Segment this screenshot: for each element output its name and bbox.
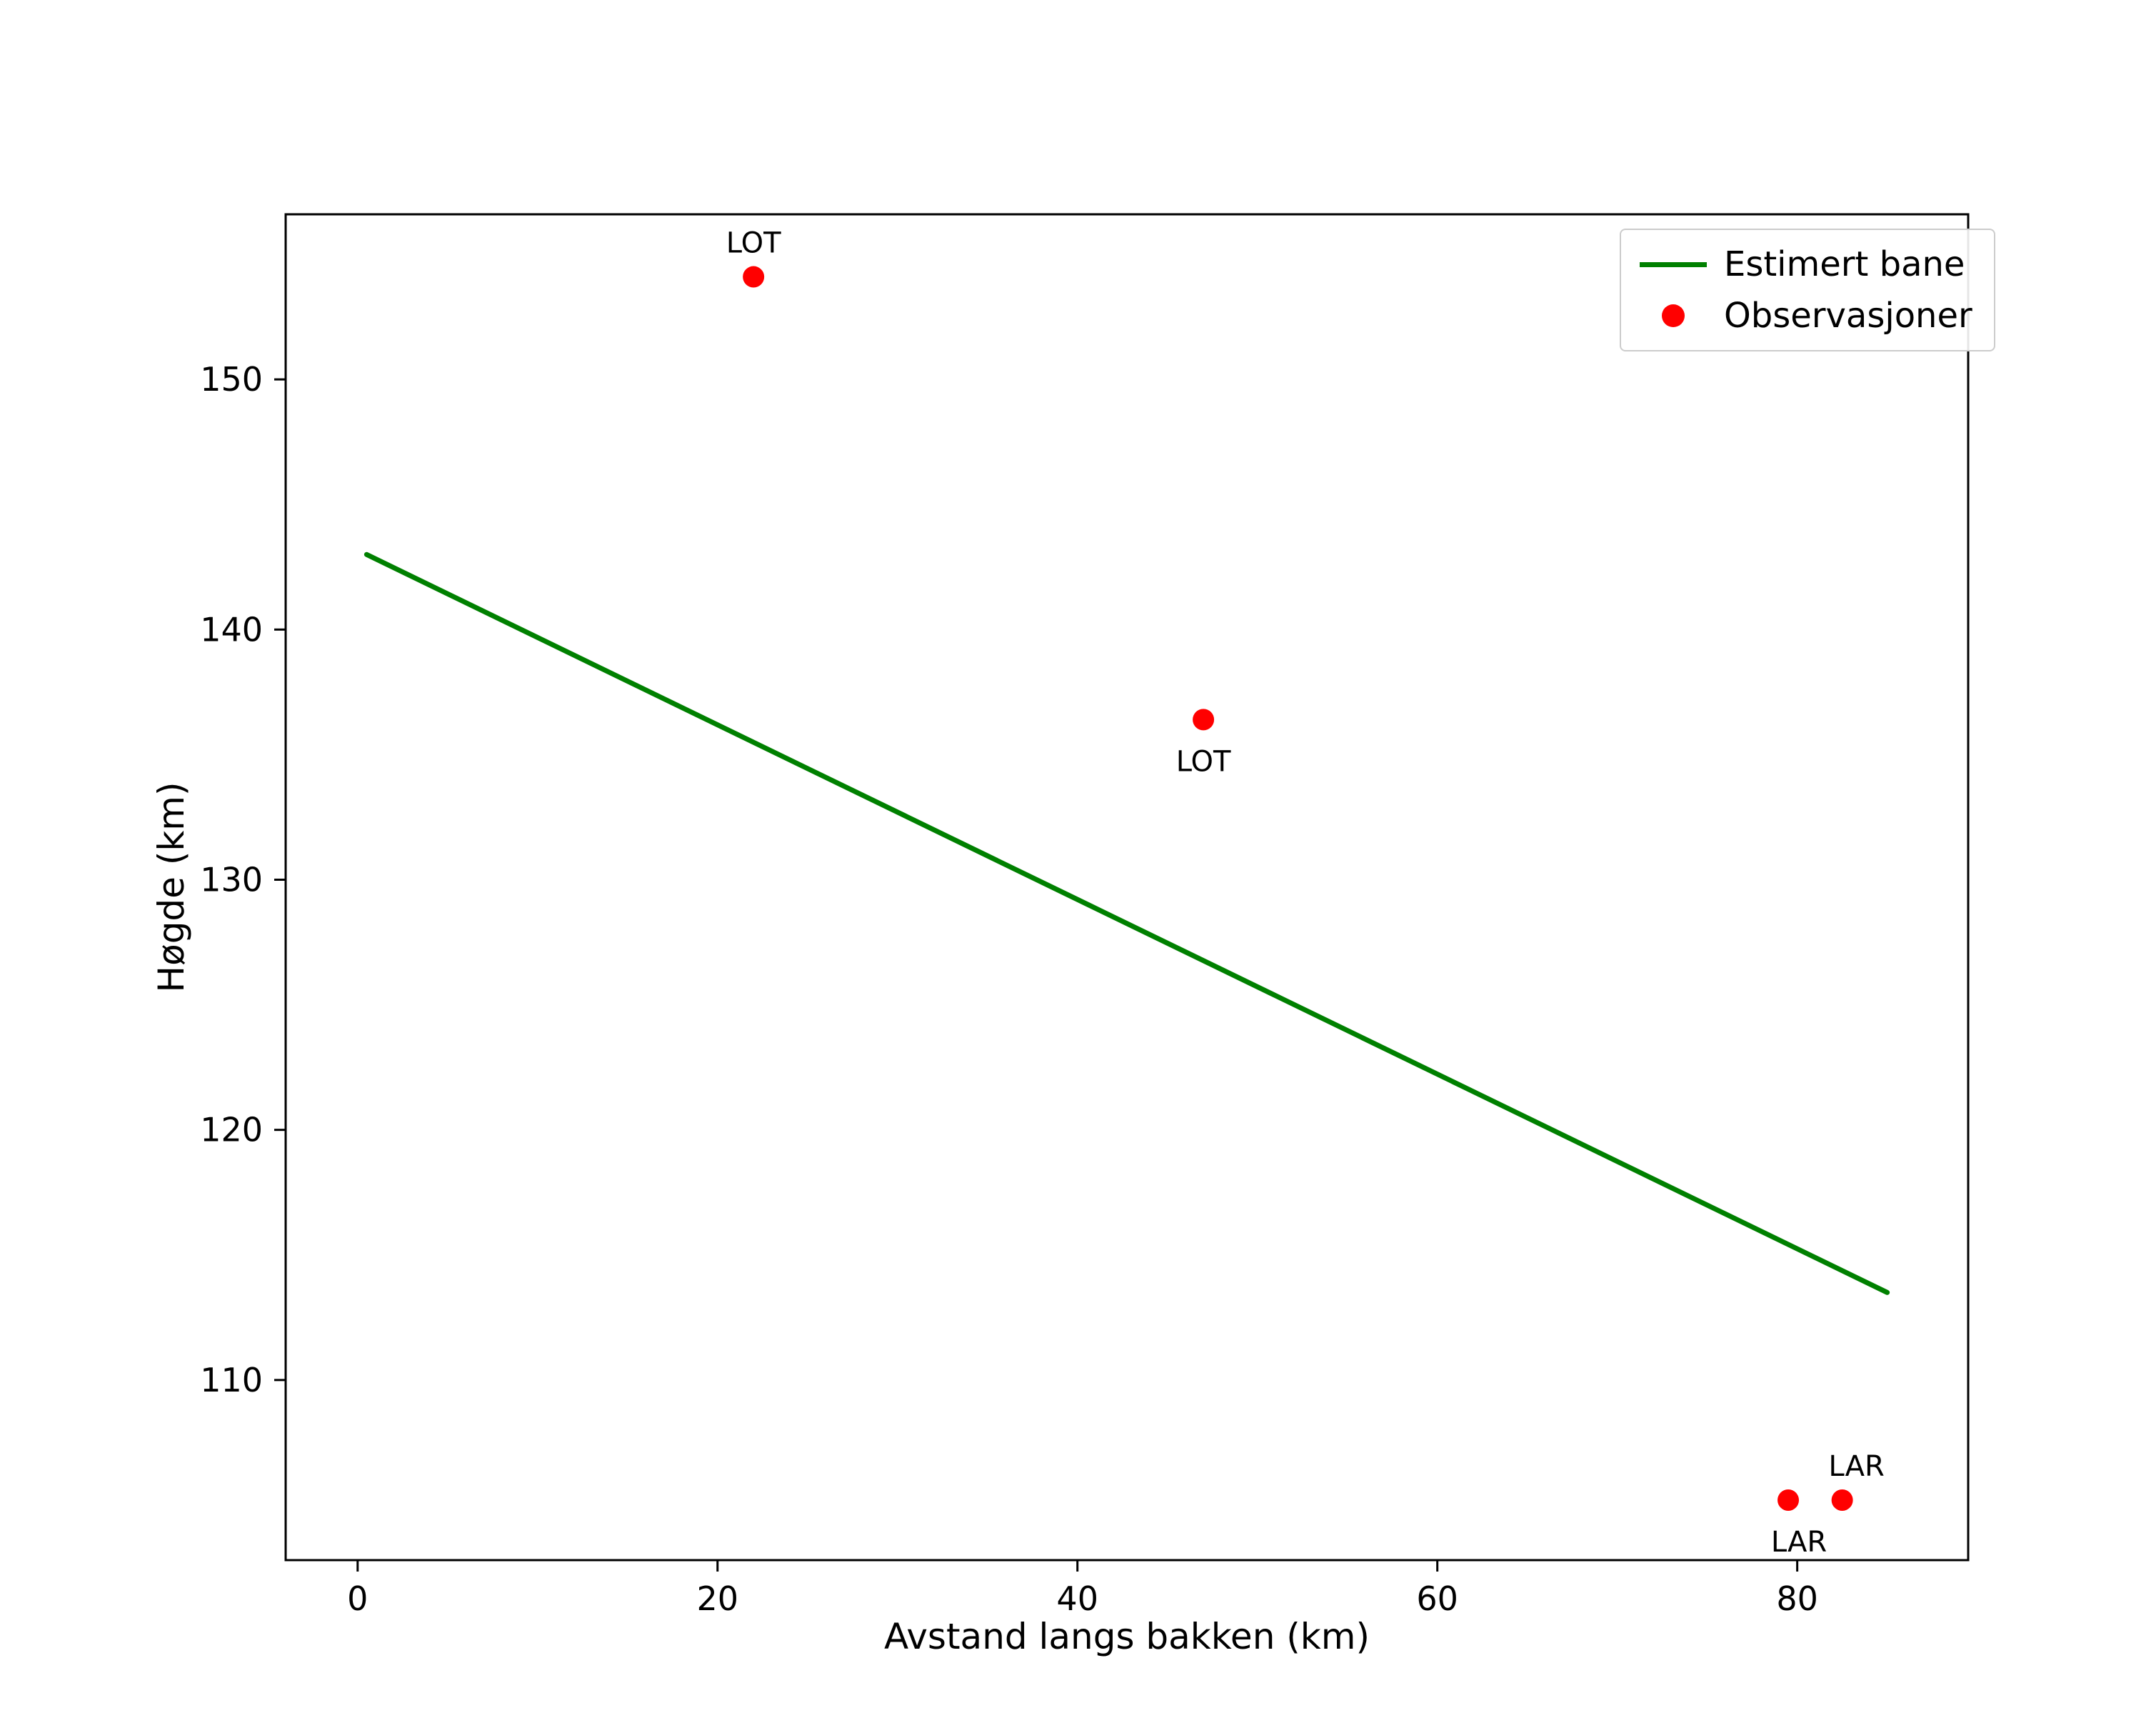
observation-label: LOT: [1176, 745, 1231, 778]
y-tick-label: 120: [200, 1111, 263, 1149]
y-tick-label: 140: [200, 610, 263, 649]
legend: Estimert bane Observasjoner: [1620, 229, 1995, 351]
legend-item-observasjoner: Observasjoner: [1640, 296, 1972, 336]
legend-dot-swatch-icon: [1640, 304, 1707, 327]
y-axis-label: Høgde (km): [151, 781, 192, 993]
observation-label: LAR: [1828, 1450, 1884, 1483]
x-tick-label: 20: [696, 1579, 738, 1618]
legend-item-estimert-bane: Estimert bane: [1640, 244, 1972, 284]
observation-point: [743, 266, 765, 288]
y-tick-label: 130: [200, 860, 263, 899]
axes-spines: [284, 213, 1970, 1562]
dot-swatch-icon: [1662, 304, 1685, 327]
y-tick-label: 110: [200, 1361, 263, 1399]
y-tick-label: 150: [200, 360, 263, 399]
x-tick-label: 0: [347, 1579, 368, 1618]
estimated-path-line: [363, 551, 1890, 1295]
x-axis-label: Avstand langs bakken (km): [884, 1616, 1370, 1657]
observation-label: LOT: [726, 227, 781, 260]
x-tick-label: 80: [1776, 1579, 1818, 1618]
x-tick-label: 60: [1416, 1579, 1458, 1618]
legend-label-scatter: Observasjoner: [1724, 296, 1972, 336]
line-swatch-icon: [1640, 261, 1707, 267]
x-tick-label: 40: [1056, 1579, 1098, 1618]
legend-line-swatch-icon: [1640, 261, 1707, 267]
legend-label-line: Estimert bane: [1724, 244, 1965, 284]
observation-point: [1831, 1489, 1853, 1511]
observation-point: [1193, 709, 1215, 731]
observation-label: LAR: [1771, 1526, 1827, 1559]
observation-point: [1778, 1489, 1800, 1511]
